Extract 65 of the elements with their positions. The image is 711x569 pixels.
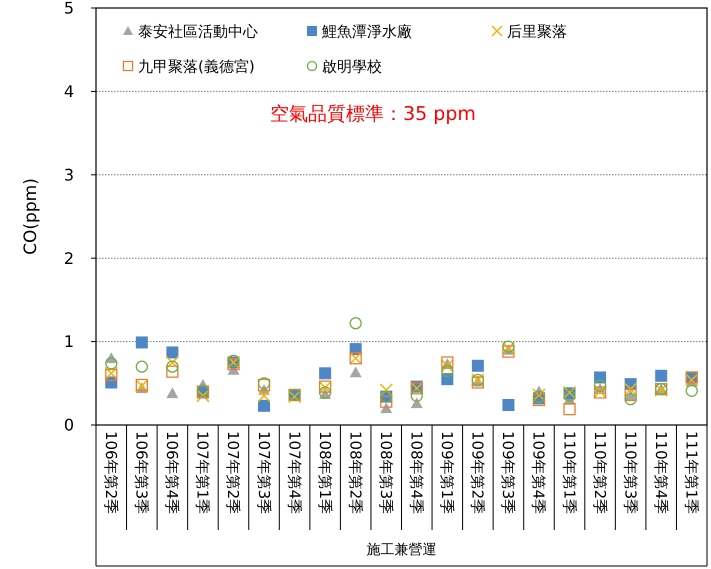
point bbox=[136, 336, 148, 348]
x-tick-label: 110年第1季 bbox=[560, 431, 578, 514]
y-axis-title: CO(ppm) bbox=[21, 178, 41, 255]
point bbox=[502, 340, 515, 353]
point bbox=[166, 356, 180, 370]
x-tick-label: 106年第2季 bbox=[102, 431, 120, 514]
point bbox=[472, 360, 484, 372]
point bbox=[350, 366, 362, 378]
point bbox=[441, 364, 454, 377]
point bbox=[440, 359, 454, 373]
point bbox=[166, 346, 178, 358]
point bbox=[502, 398, 514, 411]
legend-label: 泰安社區活動中心 bbox=[138, 22, 258, 40]
y-tick-label: 3 bbox=[64, 165, 74, 184]
legend-label: 后里聚落 bbox=[507, 22, 567, 40]
point bbox=[472, 376, 484, 389]
x-tick-label: 107年第4季 bbox=[285, 431, 304, 514]
point bbox=[655, 370, 668, 382]
x-tick-label: 110年第4季 bbox=[652, 431, 670, 514]
point bbox=[257, 389, 271, 403]
x-tick-label: 109年第4季 bbox=[530, 431, 548, 514]
point bbox=[166, 387, 178, 398]
point bbox=[379, 383, 393, 397]
point bbox=[136, 360, 148, 373]
point bbox=[624, 382, 638, 396]
y-tick-label: 5 bbox=[64, 0, 74, 18]
x-tick-label: 109年第3季 bbox=[499, 431, 518, 514]
y-tick-label: 2 bbox=[64, 248, 74, 268]
x-tick-label: 107年第1季 bbox=[194, 431, 212, 514]
x-axis-title: 施工兼營運 bbox=[366, 542, 436, 558]
point bbox=[258, 400, 270, 412]
y-tick-label: 1 bbox=[64, 332, 74, 352]
point bbox=[563, 390, 576, 402]
x-tick-label: 108年第1季 bbox=[316, 431, 334, 514]
point bbox=[105, 357, 118, 370]
point bbox=[563, 403, 576, 416]
x-tick-label: 108年第4季 bbox=[408, 431, 426, 514]
point bbox=[380, 396, 392, 408]
x-tick-label: 107年第3季 bbox=[254, 431, 273, 514]
x-tick-label: 108年第3季 bbox=[376, 431, 395, 514]
point bbox=[166, 360, 179, 373]
x-tick-label: 107年第2季 bbox=[224, 431, 242, 514]
point bbox=[196, 389, 210, 403]
x-tick-label: 109年第1季 bbox=[438, 431, 456, 514]
x-tick-label: 110年第3季 bbox=[621, 431, 640, 514]
point bbox=[319, 367, 332, 380]
x-tick-label: 111年第1季 bbox=[682, 431, 700, 514]
x-tick-label: 106年第3季 bbox=[132, 431, 151, 514]
x-tick-label: 110年第2季 bbox=[590, 431, 609, 514]
y-tick-label: 0 bbox=[64, 416, 74, 435]
x-tick-label: 109年第2季 bbox=[468, 431, 487, 514]
x-tick-label: 106年第4季 bbox=[163, 431, 182, 514]
y-tick-label: 4 bbox=[64, 82, 74, 101]
legend-label: 鯉魚潭淨水廠 bbox=[322, 22, 412, 40]
legend-label: 九甲聚落(義德宮) bbox=[138, 57, 255, 76]
point bbox=[624, 392, 637, 406]
point bbox=[502, 345, 515, 358]
point bbox=[410, 390, 423, 402]
point bbox=[686, 384, 698, 397]
x-tick-label: 108年第2季 bbox=[346, 431, 364, 514]
point bbox=[166, 365, 179, 378]
annotation: 空氣品質標準：35 ppm bbox=[270, 103, 476, 125]
point bbox=[594, 380, 606, 392]
point bbox=[350, 317, 362, 330]
legend-label: 啟明學校 bbox=[322, 57, 382, 76]
